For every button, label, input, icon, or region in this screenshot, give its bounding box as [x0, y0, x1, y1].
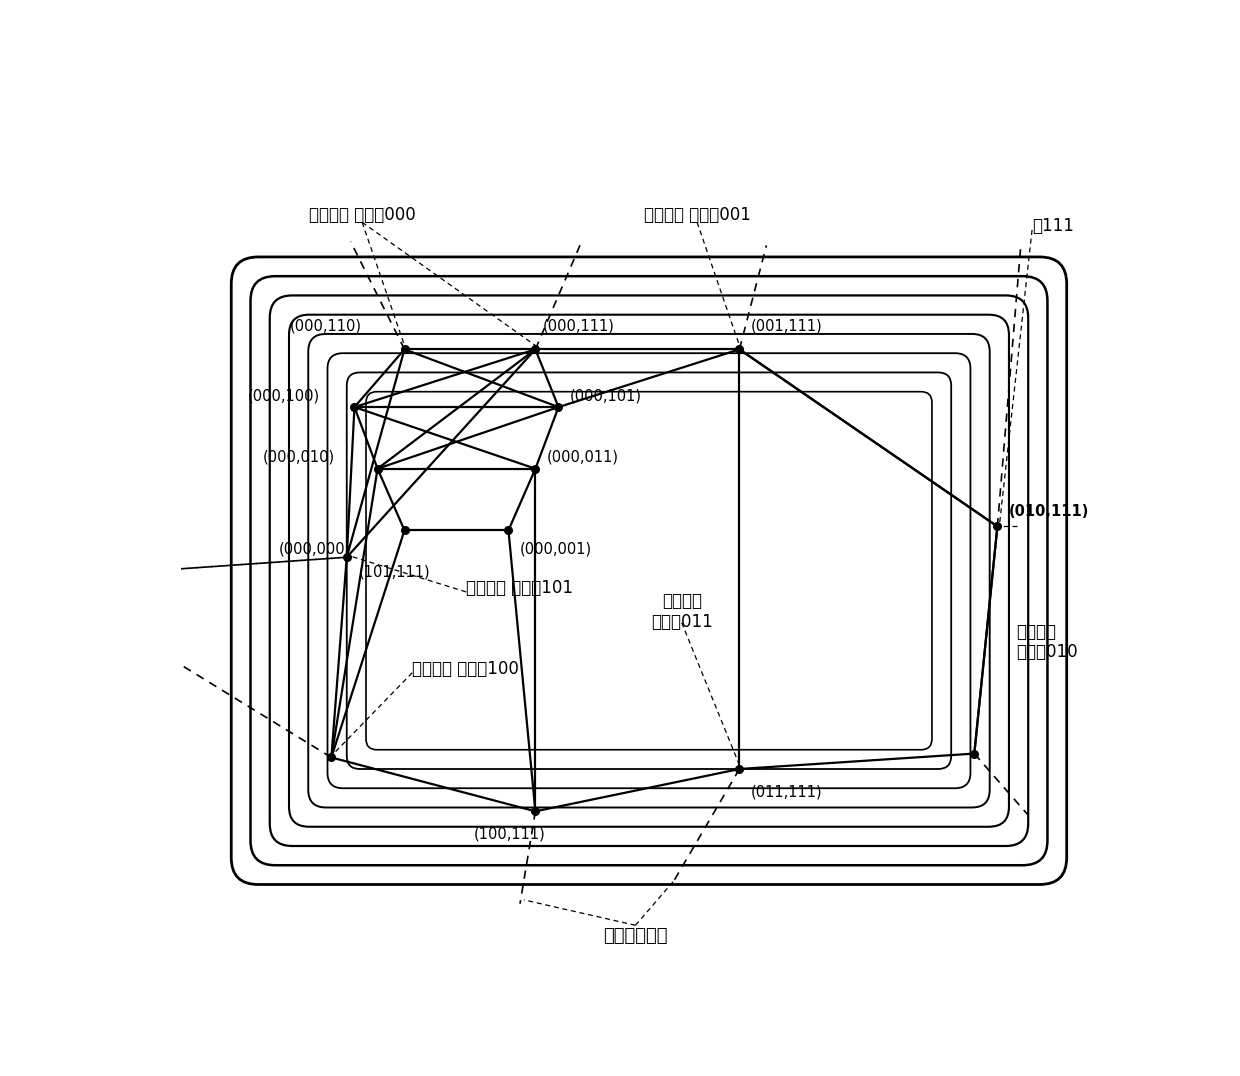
Text: 超立方簇 簇编号001: 超立方簇 簇编号001: [644, 206, 750, 224]
Text: 环111: 环111: [1032, 217, 1074, 236]
Text: (100,111): (100,111): [474, 826, 546, 841]
Text: (000,000): (000,000): [278, 542, 351, 557]
Text: (000,011): (000,011): [547, 450, 619, 465]
Text: 超立方簇 簇编号101: 超立方簇 簇编号101: [466, 579, 573, 597]
Text: 网络基本单元: 网络基本单元: [603, 928, 668, 945]
Text: 超立方簇
簇编号011: 超立方簇 簇编号011: [651, 592, 713, 631]
Text: (101,111): (101,111): [358, 565, 430, 580]
Text: (000,111): (000,111): [543, 318, 615, 334]
Text: (000,010): (000,010): [263, 450, 335, 465]
Text: (000,001): (000,001): [520, 542, 593, 557]
Text: (000,100): (000,100): [248, 388, 320, 404]
Text: 超立方簇
簇编号010: 超立方簇 簇编号010: [1017, 623, 1079, 662]
Text: 超立方簇 簇编号100: 超立方簇 簇编号100: [412, 660, 520, 678]
Text: (001,111): (001,111): [751, 318, 823, 334]
Text: 超立方簇 簇编号000: 超立方簇 簇编号000: [309, 206, 415, 224]
Text: (000,110): (000,110): [290, 318, 362, 334]
Text: (000,101): (000,101): [570, 388, 642, 404]
Text: (010,111): (010,111): [1009, 504, 1089, 519]
Text: (011,111): (011,111): [751, 784, 822, 799]
